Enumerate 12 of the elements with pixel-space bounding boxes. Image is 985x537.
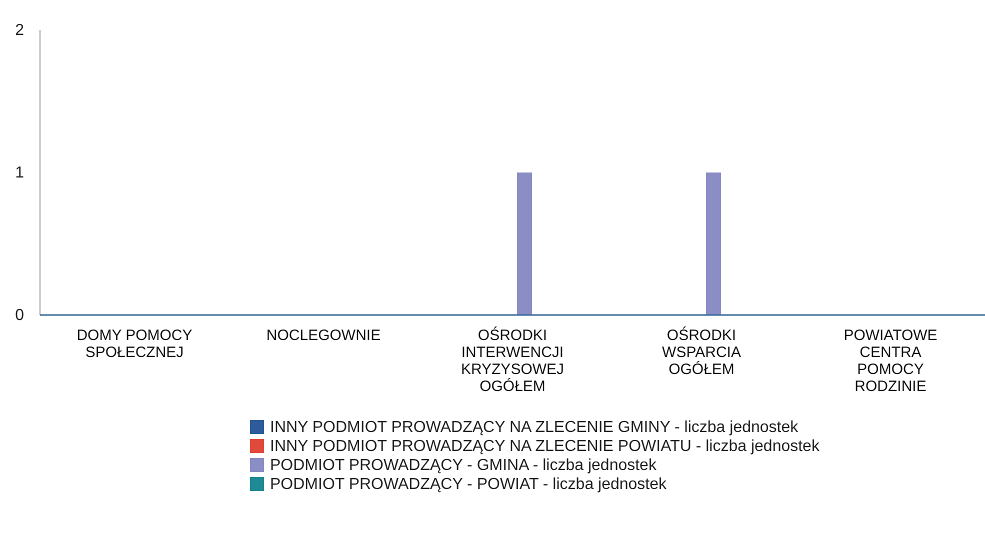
legend-label: PODMIOT PROWADZĄCY - GMINA - liczba jednostek	[270, 457, 658, 474]
y-tick-label: 0	[15, 307, 24, 324]
legend-label: INNY PODMIOT PROWADZĄCY NA ZLECENIE GMINY - liczba jednostek	[270, 419, 800, 436]
x-tick-label: POWIATOWE CENTRA POMOCY RODZINIE	[844, 327, 938, 395]
legend-label: PODMIOT PROWADZĄCY - POWIAT - liczba jednostek	[270, 476, 668, 493]
x-tick-label: OŚRODKI INTERWENCJI KRYZYSOWEJ OGÓŁEM	[460, 326, 564, 395]
x-tick-label: NOCLEGOWNIE	[266, 327, 381, 344]
x-tick-label: OŚRODKI WSPARCIA OGÓŁEM	[662, 326, 741, 378]
y-tick-label: 1	[15, 164, 24, 182]
legend-label: INNY PODMIOT PROWADZĄCY NA ZLECENIE POWIATU - liczba jednostek	[270, 438, 820, 455]
x-tick-label: DOMY POMOCY SPOŁECZNEJ	[76, 327, 192, 361]
y-tick-label: 2	[15, 22, 24, 40]
